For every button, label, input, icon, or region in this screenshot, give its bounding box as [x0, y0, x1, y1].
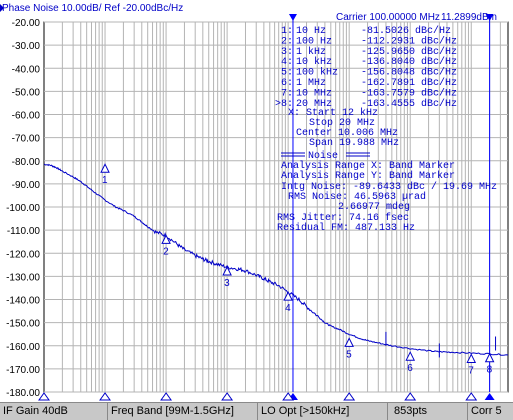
- marker-label-2: 2: [163, 246, 169, 257]
- marker-label-5: 5: [346, 349, 352, 360]
- sweep-stop: Stop 20 MHz: [309, 118, 375, 129]
- y-tick-label: -60.00: [12, 111, 41, 122]
- marker-3[interactable]: [222, 265, 232, 276]
- marker-table-freq: 10 Hz: [296, 26, 326, 37]
- rms-noise-deg: 2.66977 mdeg: [338, 201, 410, 213]
- if-gain-status[interactable]: IF Gain 40dB: [0, 403, 108, 420]
- marker-label-8: 8: [487, 365, 493, 376]
- y-tick-label: -180.00: [6, 388, 40, 399]
- title-arrow-icon: [0, 4, 4, 12]
- marker-label-4: 4: [285, 303, 291, 314]
- y-tick-label: -70.00: [12, 134, 41, 145]
- band-marker-top-handle[interactable]: [485, 14, 494, 21]
- marker-table-value: -162.7891 dBc/Hz: [361, 77, 457, 89]
- carrier-level: 11.2899dBm: [441, 12, 497, 23]
- sweep-center: Center 10.006 MHz: [296, 128, 398, 139]
- y-tick-label: -20.00: [12, 18, 41, 29]
- x-decade-tick: [282, 392, 295, 401]
- marker-table-value: -112.2931 dBc/Hz: [361, 35, 457, 47]
- marker-label-6: 6: [407, 363, 413, 374]
- y-tick-label: -110.00: [7, 226, 41, 237]
- marker-table-id: 7:: [281, 88, 293, 99]
- y-tick-label: -30.00: [12, 41, 41, 52]
- marker-5[interactable]: [344, 337, 354, 347]
- marker-table-freq: 10 kHz: [296, 56, 332, 68]
- sweep-start: X: Start 12 kHz: [288, 107, 378, 119]
- marker-table-freq: 100 kHz: [296, 67, 338, 79]
- marker-table-id: 4:: [281, 57, 293, 68]
- marker-table-value: -163.7579 dBc/Hz: [361, 87, 457, 99]
- marker-table-id: 5:: [281, 68, 293, 79]
- marker-table-value: -163.4555 dBc/Hz: [361, 98, 457, 110]
- y-tick-label: -100.00: [6, 203, 40, 214]
- marker-table-freq: 100 Hz: [296, 36, 332, 47]
- integrated-noise: Intg Noise: -89.6433 dBc / 19.69 MHz: [281, 181, 497, 193]
- marker-table-id: 6:: [281, 78, 293, 89]
- x-decade-tick: [465, 392, 478, 401]
- marker-1[interactable]: [100, 163, 110, 173]
- marker-table-value: -156.8048 dBc/Hz: [361, 67, 457, 79]
- phase-noise-chart: -20.00 -30.00 -40.00 -50.00 -60.00 -70.00 -80.…: [0, 3, 509, 401]
- freq-band-status[interactable]: Freq Band [99M-1.5GHz]: [108, 403, 258, 420]
- y-tick-label: -160.00: [6, 342, 40, 353]
- residual-fm: Residual FM: 487.133 Hz: [277, 222, 415, 234]
- carrier-frequency: Carrier 100.00000 MHz: [336, 12, 440, 23]
- marker-table-id: 3:: [281, 47, 293, 58]
- marker-table-freq: 20 MHz: [296, 99, 332, 110]
- x-decade-tick: [221, 392, 234, 401]
- noise-header: Noise: [308, 150, 338, 162]
- analysis-range-y: Analysis Range Y: Band Marker: [281, 170, 455, 182]
- y-tick-label: -170.00: [6, 365, 40, 376]
- y-tick-label: -140.00: [6, 296, 40, 307]
- marker-table-id: 2:: [281, 36, 293, 47]
- marker-table-id: >8:: [275, 99, 293, 110]
- x-decade-tick: [38, 392, 50, 401]
- sweep-span: Span 19.988 MHz: [309, 138, 399, 149]
- analysis-range-x: Analysis Range X: Band Marker: [281, 160, 455, 172]
- rms-jitter: RMS Jitter: 74.16 fsec: [277, 212, 409, 224]
- marker-label-3: 3: [224, 278, 230, 289]
- y-tick-label: -40.00: [12, 64, 41, 75]
- marker-table-value: -125.9650 dBc/Hz: [361, 46, 457, 58]
- marker-table-freq: 1 kHz: [296, 46, 326, 58]
- y-tick-label: -90.00: [12, 180, 41, 191]
- points-status[interactable]: 853pts: [388, 403, 468, 420]
- y-tick-label: -80.00: [12, 157, 41, 168]
- x-decade-tick: [99, 392, 112, 401]
- rms-noise: RMS Noise: 46.5963 µrad: [288, 191, 426, 203]
- y-tick-label: -120.00: [6, 249, 40, 260]
- band-marker-top-handle[interactable]: [288, 14, 297, 21]
- phase-noise-trace: [43, 163, 509, 356]
- marker-7[interactable]: [466, 353, 477, 363]
- x-decade-tick: [160, 392, 173, 401]
- x-decade-tick: [404, 392, 417, 401]
- correction-status[interactable]: Corr 5: [471, 405, 502, 417]
- marker-8[interactable]: [484, 352, 495, 363]
- x-decade-tick: [343, 392, 356, 401]
- marker-table-freq: 10 MHz: [296, 88, 332, 99]
- y-tick-label: -130.00: [6, 272, 40, 283]
- marker-label-1: 1: [102, 175, 108, 186]
- marker-table-id: 1:: [281, 26, 293, 37]
- marker-table-value: -81.5026 dBc/Hz: [361, 25, 451, 37]
- marker-4[interactable]: [283, 290, 293, 301]
- lo-opt-status[interactable]: LO Opt [>150kHz]: [258, 403, 388, 420]
- y-tick-label: -50.00: [12, 87, 41, 98]
- marker-label-7: 7: [468, 365, 474, 376]
- marker-table-freq: 1 MHz: [296, 78, 326, 89]
- marker-6[interactable]: [405, 351, 416, 361]
- y-tick-label: -150.00: [6, 319, 40, 330]
- marker-table-value: -136.8040 dBc/Hz: [361, 56, 457, 68]
- marker-2[interactable]: [161, 234, 171, 244]
- status-bar: IF Gain 40dB Freq Band [99M-1.5GHz] LO O…: [0, 402, 513, 420]
- chart-title: Phase Noise 10.00dB/ Ref -20.00dBc/Hz: [2, 3, 183, 14]
- band-marker-bottom-handle[interactable]: [484, 393, 495, 400]
